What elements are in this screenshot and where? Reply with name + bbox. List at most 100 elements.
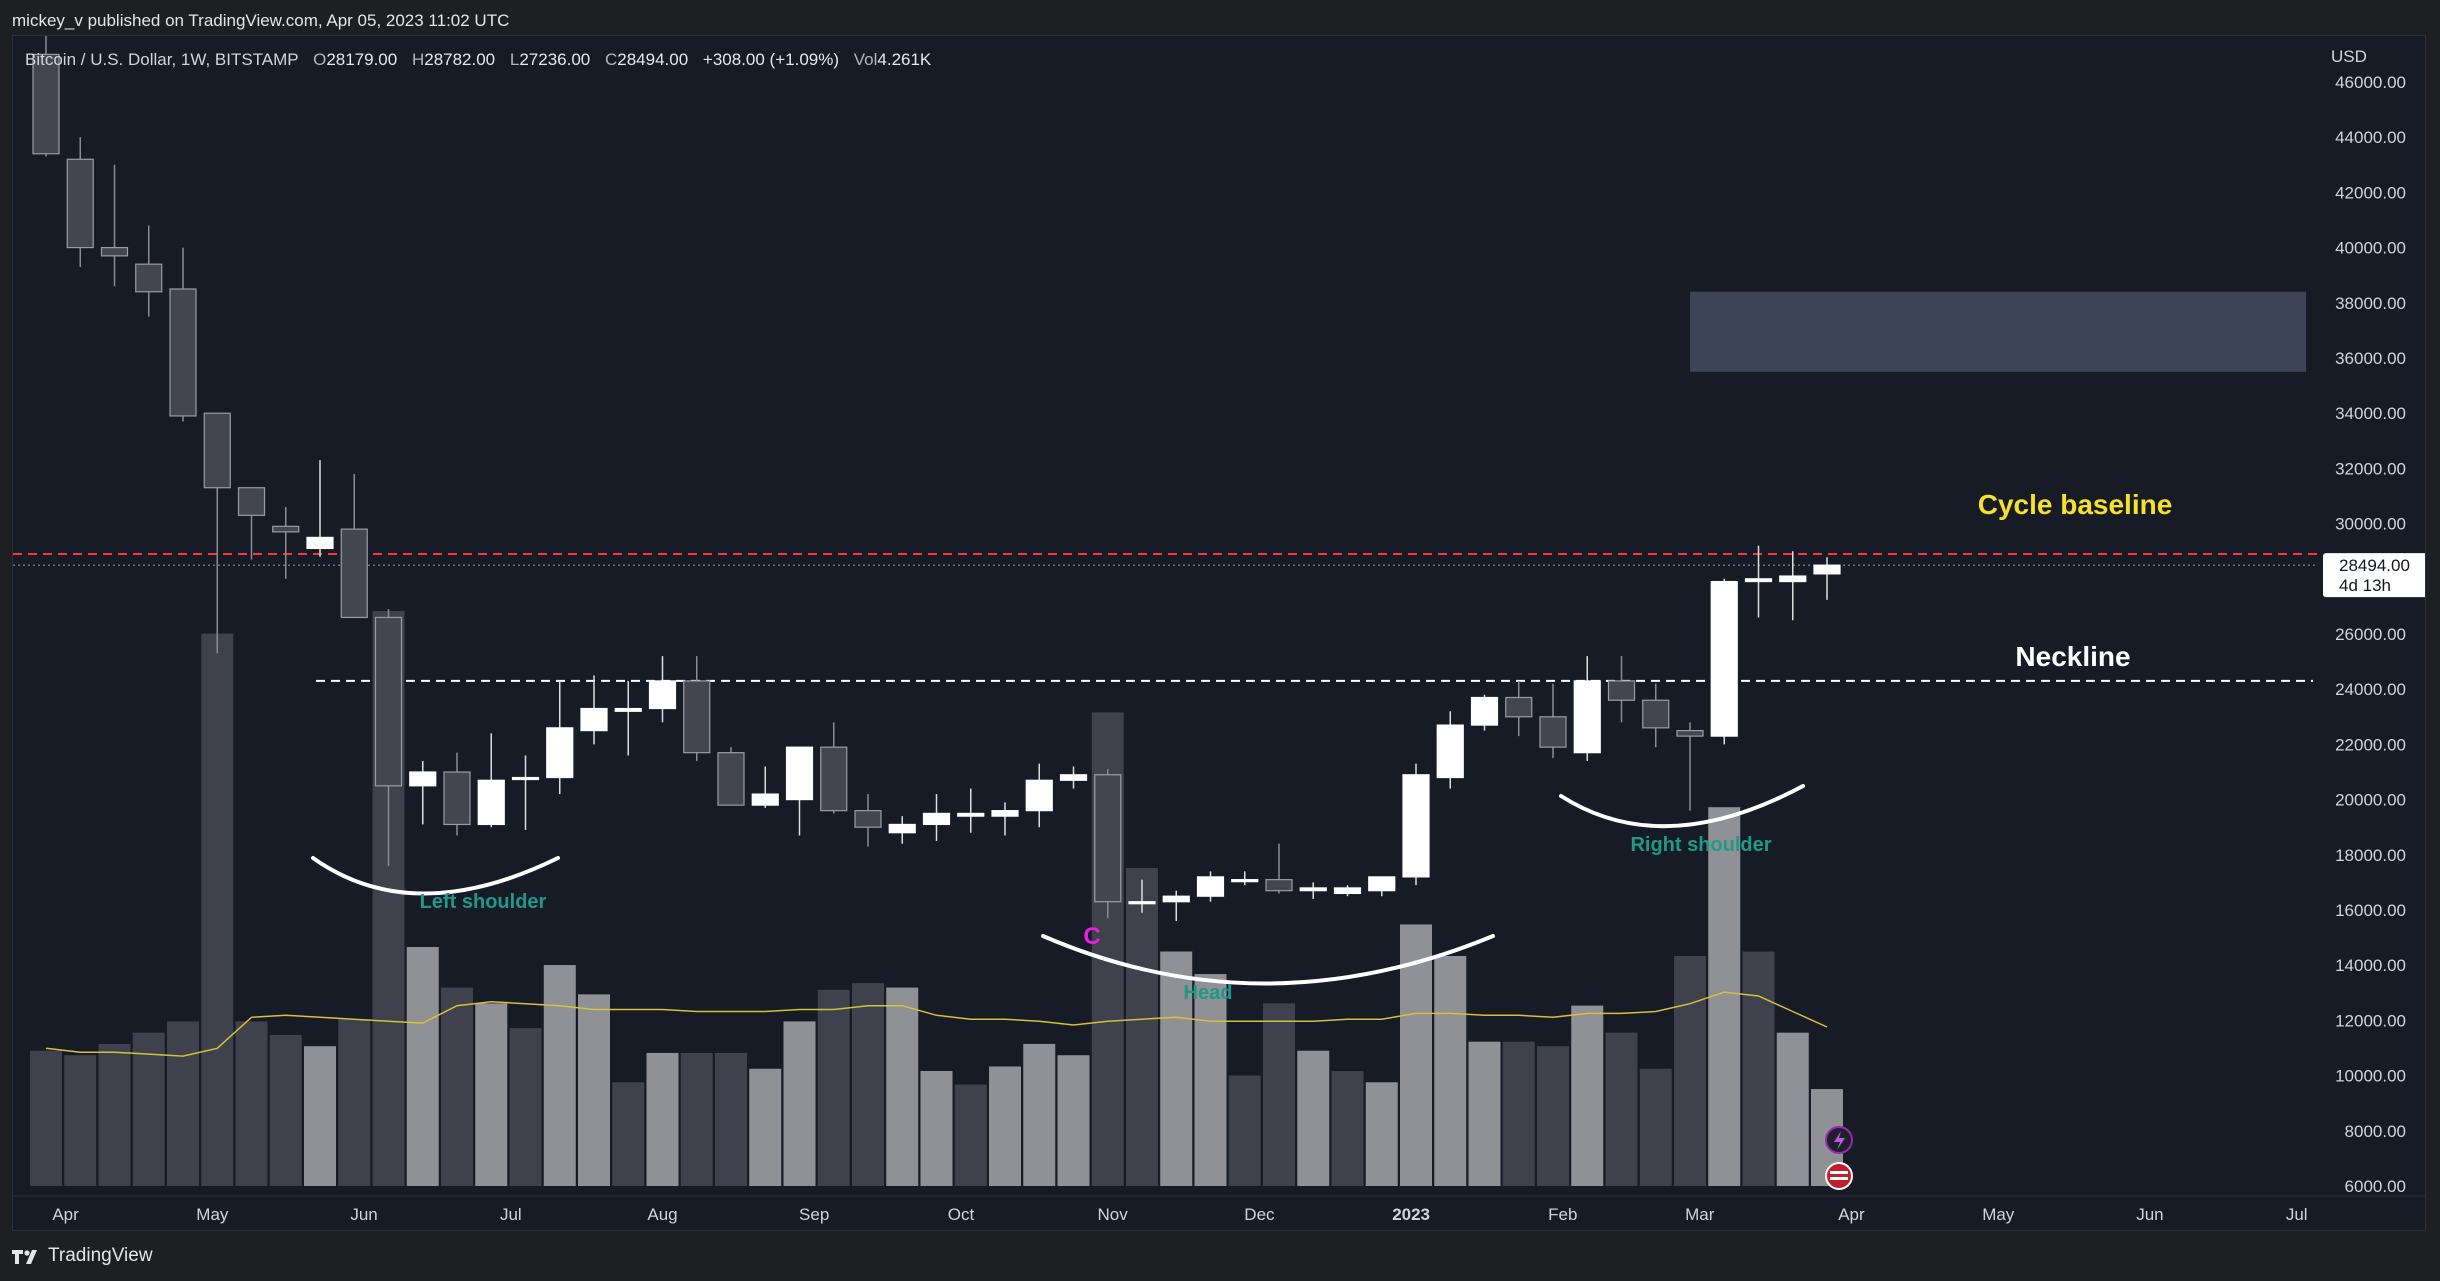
- volume-value: 4.261K: [877, 50, 932, 69]
- candle-body[interactable]: [66, 158, 94, 249]
- candle-body[interactable]: [1402, 774, 1430, 878]
- volume-bar: [920, 1071, 953, 1186]
- neckline-label: Neckline: [2015, 641, 2130, 672]
- candle-body[interactable]: [169, 288, 197, 417]
- price-tick-label: 6000.00: [2345, 1177, 2406, 1196]
- price-tick-label: 10000.00: [2335, 1067, 2406, 1086]
- resistance-zone[interactable]: [1690, 291, 2306, 372]
- volume-bar: [1742, 951, 1775, 1186]
- candle-body[interactable]: [306, 536, 334, 550]
- candle-body[interactable]: [957, 812, 985, 817]
- left-shoulder-arc[interactable]: [311, 856, 560, 896]
- volume-bar: [1126, 868, 1158, 1186]
- candle-body[interactable]: [1813, 564, 1841, 575]
- candle-body[interactable]: [1573, 680, 1601, 754]
- candle-body[interactable]: [751, 793, 779, 806]
- candle-body[interactable]: [237, 487, 266, 516]
- candle-body[interactable]: [614, 707, 642, 712]
- candle-body[interactable]: [1642, 699, 1670, 729]
- candle-body[interactable]: [1368, 876, 1396, 892]
- volume-bar: [1160, 951, 1193, 1186]
- volume-bar: [886, 987, 919, 1186]
- volume-ma-line: [45, 991, 1828, 1057]
- candle-body[interactable]: [1744, 578, 1773, 583]
- candle-body[interactable]: [1025, 779, 1053, 812]
- volume-bar: [406, 946, 439, 1186]
- candle-body[interactable]: [1094, 774, 1122, 903]
- candlestick-chart[interactable]: Left shoulder Head Right shoulder C Cycle ba…: [13, 36, 2426, 1231]
- candle-body[interactable]: [1779, 575, 1807, 583]
- volume-bar: [201, 633, 234, 1186]
- volume-bar: [1468, 1041, 1501, 1186]
- candle-body[interactable]: [100, 247, 129, 257]
- candle-body[interactable]: [1505, 696, 1533, 718]
- candle-body[interactable]: [1128, 901, 1156, 905]
- candle-body[interactable]: [1436, 724, 1464, 779]
- candle-body[interactable]: [1607, 680, 1636, 701]
- symbol-legend: Bitcoin / U.S. Dollar, 1W, BITSTAMP O281…: [25, 50, 931, 70]
- symbol-title[interactable]: Bitcoin / U.S. Dollar, 1W, BITSTAMP: [25, 50, 299, 69]
- candle-body[interactable]: [511, 776, 540, 781]
- candle-body[interactable]: [1470, 696, 1499, 726]
- candle-body[interactable]: [888, 823, 916, 834]
- candle-body[interactable]: [1676, 729, 1704, 737]
- volume-bar: [1605, 1032, 1638, 1186]
- current-price-tag[interactable]: [2323, 553, 2426, 598]
- candle-body[interactable]: [785, 746, 814, 801]
- head-arc[interactable]: [1041, 934, 1495, 986]
- candle-body[interactable]: [1059, 774, 1088, 781]
- cycle-baseline-label: Cycle baseline: [1978, 489, 2173, 520]
- candle-body[interactable]: [854, 810, 882, 828]
- candle-body[interactable]: [32, 53, 60, 155]
- candle-body[interactable]: [922, 812, 951, 826]
- volume-bar: [578, 994, 610, 1186]
- time-tick-label: May: [196, 1205, 229, 1224]
- candle-body[interactable]: [717, 752, 745, 806]
- candle-body[interactable]: [1333, 887, 1362, 895]
- candle-body[interactable]: [648, 680, 677, 710]
- us-flag-icon[interactable]: [1825, 1162, 1853, 1190]
- candle-body[interactable]: [1539, 716, 1567, 748]
- candle-body[interactable]: [1710, 580, 1738, 737]
- high-label: H: [411, 50, 425, 69]
- bar-countdown: 4d 13h: [2339, 576, 2391, 595]
- candle-body[interactable]: [1196, 876, 1225, 897]
- time-tick-label: Sep: [799, 1205, 829, 1224]
- footer-brand-label: TradingView: [48, 1245, 153, 1266]
- candle-body[interactable]: [272, 525, 300, 533]
- volume-bar: [441, 987, 473, 1186]
- candle-body[interactable]: [203, 412, 231, 489]
- tradingview-logo-icon: [12, 1250, 37, 1264]
- candle-body[interactable]: [546, 727, 574, 779]
- volume-bar: [30, 1050, 62, 1186]
- candle-body[interactable]: [135, 263, 163, 293]
- candle-body[interactable]: [580, 707, 608, 732]
- candle-body[interactable]: [1231, 879, 1259, 883]
- current-price-value: 28494.00: [2339, 556, 2410, 575]
- candle-body[interactable]: [820, 746, 848, 812]
- candle-body[interactable]: [1299, 887, 1327, 892]
- footer-brand[interactable]: TradingView: [12, 1245, 153, 1267]
- volume-label: Vol: [853, 50, 878, 69]
- candle-body[interactable]: [683, 680, 711, 754]
- candle-body[interactable]: [409, 771, 437, 787]
- candle-body[interactable]: [1265, 879, 1293, 892]
- volume-bar: [680, 1052, 713, 1186]
- price-axis[interactable]: [2318, 36, 2426, 1231]
- candle-body[interactable]: [991, 810, 1019, 817]
- chart-panel[interactable]: Left shoulder Head Right shoulder C Cycle ba…: [12, 35, 2426, 1231]
- candle-body[interactable]: [443, 771, 471, 826]
- right-shoulder-arc[interactable]: [1559, 784, 1805, 829]
- time-tick-label: 2023: [1392, 1205, 1430, 1224]
- lightning-glyph-icon: [1834, 1131, 1845, 1150]
- candle-body[interactable]: [1162, 895, 1190, 903]
- price-tick-label: 18000.00: [2335, 846, 2406, 865]
- price-tick-label: 46000.00: [2335, 73, 2406, 92]
- volume-bar: [1571, 1005, 1604, 1186]
- candle-body[interactable]: [374, 616, 403, 787]
- volume-bar: [1674, 956, 1706, 1186]
- candle-body[interactable]: [477, 779, 505, 826]
- price-tick-label: 38000.00: [2335, 294, 2406, 313]
- volume-bar: [852, 983, 884, 1186]
- candle-body[interactable]: [340, 528, 368, 619]
